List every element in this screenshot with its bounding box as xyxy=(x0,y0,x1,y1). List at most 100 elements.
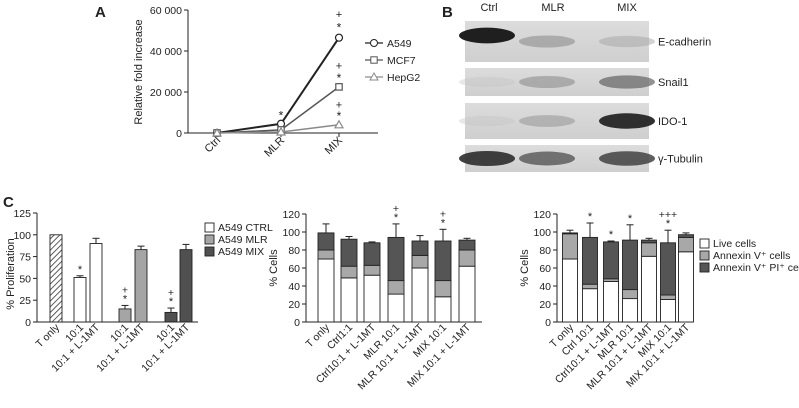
bar-segment xyxy=(458,249,476,267)
legend-swatch xyxy=(699,262,710,273)
blot-band xyxy=(459,150,515,167)
legend-swatch xyxy=(699,238,710,249)
bar xyxy=(73,277,87,323)
bar-segment xyxy=(660,299,676,323)
panel-a-legend-label: HepG2 xyxy=(387,72,420,84)
bar-segment xyxy=(641,239,657,244)
bar-ytick-label: 0 xyxy=(545,317,551,329)
blot-band xyxy=(459,115,515,127)
panel-b-western-blot: Ctrl MLR MIX E-cadherin Snail1 IDO-1 γ-Tubuli… xyxy=(459,2,711,172)
panel-a-point xyxy=(333,119,345,129)
bar-ytick-label: 80 xyxy=(539,245,551,257)
significance-mark: * xyxy=(78,264,83,276)
blot-band xyxy=(519,35,575,48)
bar-category-label: T only xyxy=(34,321,63,350)
bar xyxy=(118,308,132,323)
panel-a-point xyxy=(334,33,344,42)
bar-ytick-label: 20 xyxy=(288,299,300,311)
bar-segment xyxy=(678,234,694,238)
legend-swatch xyxy=(204,246,215,257)
panel-a-significance-mark: * xyxy=(337,109,342,123)
bar-segment xyxy=(317,232,335,251)
panel-a-significance-mark: + xyxy=(336,9,342,21)
panel-a-xtick-label: MIX xyxy=(323,134,346,157)
bar-ytick-label: 120 xyxy=(533,209,551,221)
bar-ytick-label: 80 xyxy=(288,245,300,257)
bar-segment xyxy=(603,281,619,323)
blot-band xyxy=(459,27,515,44)
panel-a-legend-marker xyxy=(370,39,378,47)
significance-mark: * xyxy=(441,217,446,229)
panel-c1-ylabel: % Proliferation xyxy=(5,238,17,310)
significance-mark: * xyxy=(123,293,128,305)
panel-a-ytick-label: 60 000 xyxy=(150,5,182,17)
bar-segment xyxy=(641,255,657,323)
bar-segment xyxy=(387,280,405,295)
blot-band xyxy=(599,151,655,166)
bar-segment xyxy=(678,251,694,323)
bar-segment xyxy=(317,258,335,323)
legend-label: A549 MIX xyxy=(218,246,264,258)
bar-segment xyxy=(458,239,476,251)
legend-label: Live cells xyxy=(713,238,756,250)
legend-label: Annexin V⁺ cells xyxy=(713,250,790,262)
bar-segment xyxy=(582,288,598,323)
blot-column-label: Ctrl xyxy=(480,2,497,14)
bar-segment xyxy=(411,240,429,256)
bar-segment xyxy=(363,242,381,266)
bar-segment xyxy=(562,232,578,235)
bar-segment xyxy=(562,258,578,323)
bar-segment xyxy=(678,236,694,253)
panel-a-significance-mark: * xyxy=(337,20,342,34)
bar xyxy=(164,311,178,323)
bar xyxy=(49,234,63,323)
panel-a-point xyxy=(211,127,223,137)
bar-segment xyxy=(622,239,638,291)
bar-segment xyxy=(582,236,598,285)
bar-segment xyxy=(411,254,429,269)
panel-a-line-chart: Relative fold increase 0 20 000 40 000 60 0… xyxy=(133,5,420,160)
bar-segment xyxy=(340,277,358,323)
blot-band xyxy=(599,35,655,48)
bar-segment xyxy=(434,296,452,323)
significance-mark: + xyxy=(440,208,446,220)
significance-mark: * xyxy=(588,211,593,223)
panel-a-ytick-label: 20 000 xyxy=(150,87,182,99)
significance-mark: + xyxy=(122,284,128,296)
blot-row-label: IDO-1 xyxy=(658,116,687,128)
bar-segment xyxy=(387,293,405,323)
panel-label-c: C xyxy=(3,194,14,211)
legend-label: A549 CTRL xyxy=(218,222,273,234)
bar-ytick-label: 100 xyxy=(533,227,551,239)
legend-swatch xyxy=(204,234,215,245)
bar-ytick-label: 60 xyxy=(539,263,551,275)
blot-row-label: γ-Tubulin xyxy=(658,154,703,166)
bar-ytick-label: 100 xyxy=(282,227,300,239)
panel-a-significance-mark: * xyxy=(337,71,342,85)
bar xyxy=(134,249,148,323)
bar-segment xyxy=(641,242,657,257)
significance-mark: * xyxy=(628,213,633,225)
bar-ytick-label: 40 xyxy=(539,281,551,293)
legend-swatch xyxy=(204,222,215,233)
bar-segment xyxy=(434,240,452,282)
bar-segment xyxy=(660,294,676,300)
blot-column-label: MLR xyxy=(541,2,564,14)
panel-c2-ylabel: % Cells xyxy=(268,249,280,287)
legend-label: Annexin V⁺ PI⁺ cells xyxy=(713,262,799,274)
bar-segment xyxy=(340,238,358,267)
bar-segment xyxy=(363,274,381,323)
panel-a-legend-marker xyxy=(370,56,378,64)
bar-ytick-label: 125 xyxy=(13,208,31,220)
bar-segment xyxy=(317,249,335,260)
panel-label-a: A xyxy=(95,4,106,21)
bar-ytick-label: 120 xyxy=(282,209,300,221)
bar-ytick-label: 75 xyxy=(19,252,31,264)
bar-ytick-label: 100 xyxy=(13,230,31,242)
panel-a-significance-mark: + xyxy=(336,100,342,112)
blot-band xyxy=(599,113,655,129)
